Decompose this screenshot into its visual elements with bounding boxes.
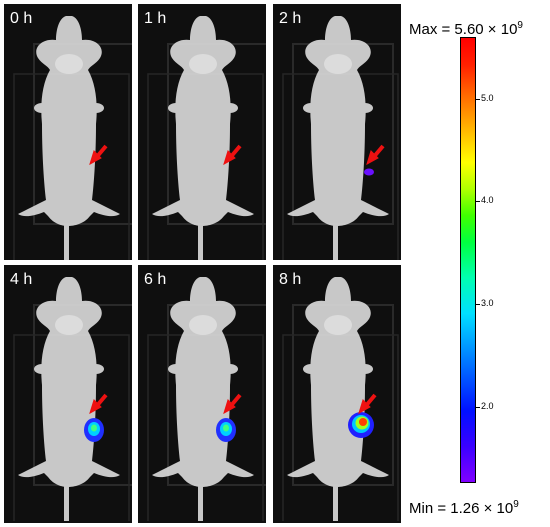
indicator-arrow [89, 393, 108, 415]
imaging-panel-0h: 0 h [4, 4, 132, 260]
indicator-arrow [358, 393, 377, 415]
imaging-panel-1h: 1 h [138, 4, 266, 260]
colorbar-tick-label: 2.0 [481, 400, 494, 411]
imaging-panel-8h: 8 h [273, 265, 401, 523]
mouse-silhouette [152, 16, 254, 260]
mouse-silhouette [18, 16, 120, 260]
bioluminescence-spot [364, 168, 374, 176]
time-label: 4 h [10, 271, 33, 288]
colorbar-tick-label: 3.0 [481, 298, 494, 309]
imaging-panel-2h: 2 h [273, 4, 401, 260]
indicator-arrow [223, 144, 242, 166]
mouse-silhouette [287, 277, 389, 521]
colorbar-tick-label: 5.0 [481, 92, 494, 103]
time-label: 0 h [10, 10, 33, 27]
indicator-arrow [223, 393, 242, 415]
mouse-silhouette [18, 277, 120, 521]
scale-max-label: Max = 5.60 × 109 [409, 20, 523, 38]
colorbar-tick-mark [476, 304, 480, 306]
colorbar [460, 37, 476, 483]
time-label: 2 h [279, 10, 302, 27]
time-label: 8 h [279, 271, 302, 288]
mouse-silhouette [287, 16, 389, 260]
mouse-silhouette [152, 277, 254, 521]
imaging-panel-4h: 4 h [4, 265, 132, 523]
indicator-arrow [89, 144, 108, 166]
time-label: 1 h [144, 10, 167, 27]
time-label: 6 h [144, 271, 167, 288]
colorbar-tick-mark [476, 98, 480, 100]
indicator-arrow [366, 144, 385, 166]
colorbar-tick-mark [476, 406, 480, 408]
colorbar-tick-label: 4.0 [481, 195, 494, 206]
colorbar-tick-mark [476, 201, 480, 203]
imaging-panel-6h: 6 h [138, 265, 266, 523]
scale-min-label: Min = 1.26 × 109 [409, 499, 519, 517]
